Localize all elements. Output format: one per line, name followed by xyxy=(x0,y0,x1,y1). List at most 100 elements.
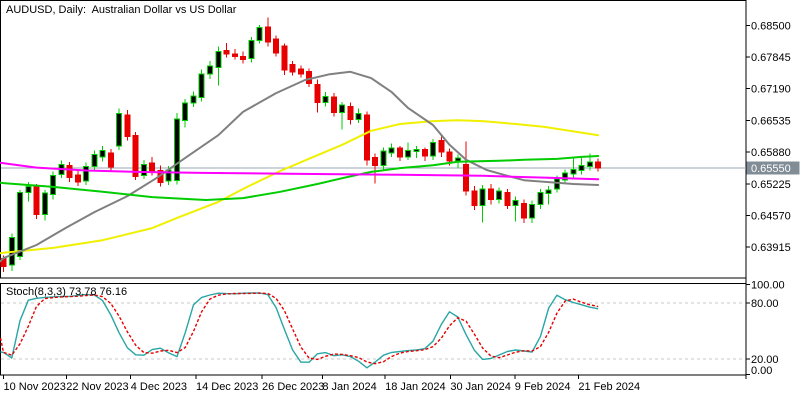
price-axis-label: 0.64570 xyxy=(751,211,791,223)
stoch-panel[interactable] xyxy=(0,283,747,376)
date-axis-label: 8 Jan 2024 xyxy=(322,381,376,393)
candle-bullish xyxy=(430,141,437,157)
chart-title: AUDUSD, Daily: Australian Dollar vs US D… xyxy=(6,4,237,16)
date-axis-label: 9 Feb 2024 xyxy=(515,381,571,393)
candle-bullish xyxy=(537,191,544,205)
candle-bullish xyxy=(529,203,536,219)
date-axis-label: 30 Jan 2024 xyxy=(450,381,511,393)
candle-bullish xyxy=(17,191,24,258)
candle-bearish xyxy=(264,26,271,43)
candle-bearish xyxy=(438,139,445,153)
candle-bullish xyxy=(215,50,222,68)
candle-bearish xyxy=(124,114,131,138)
candle-bearish xyxy=(281,45,288,71)
candle-bullish xyxy=(99,150,106,158)
stoch-indicator-label: Stoch(8,3,3) 73.78 76.16 xyxy=(6,286,127,298)
candle-bullish xyxy=(248,39,255,60)
candle-bearish xyxy=(471,190,478,206)
candle-bearish xyxy=(297,68,304,75)
candle-bullish xyxy=(198,73,205,98)
price-axis-label: 0.68500 xyxy=(751,20,791,32)
candle-bullish xyxy=(116,112,123,147)
candle-bullish xyxy=(479,188,486,206)
candle-bearish xyxy=(273,38,280,54)
candle-bearish xyxy=(463,164,470,192)
candle-bullish xyxy=(322,95,329,104)
candle-bullish xyxy=(91,154,98,168)
candle-bearish xyxy=(330,96,337,113)
candle-bearish xyxy=(446,151,453,162)
stoch-axis-label: 100.00 xyxy=(751,279,785,291)
candle-bullish xyxy=(380,150,387,167)
stoch-d-line xyxy=(0,292,599,365)
candle-bearish xyxy=(132,135,139,177)
candle-bearish xyxy=(231,53,238,57)
candle-bearish xyxy=(74,174,81,183)
candle-bullish xyxy=(413,149,420,153)
candle-bearish xyxy=(66,165,73,178)
date-axis-label: 18 Jan 2024 xyxy=(385,381,446,393)
date-axis-label: 21 Feb 2024 xyxy=(578,381,640,393)
date-axis-label: 14 Dec 2023 xyxy=(196,381,258,393)
candle-bullish xyxy=(405,150,412,158)
candle-bearish xyxy=(223,49,230,55)
candle-bullish xyxy=(578,165,585,171)
candle-bearish xyxy=(33,185,40,216)
candle-bullish xyxy=(256,27,263,41)
candle-bullish xyxy=(25,185,32,193)
candle-bearish xyxy=(306,70,313,84)
stoch-axis-label: 0.00 xyxy=(751,365,772,377)
candle-bearish xyxy=(240,55,247,61)
candle-bullish xyxy=(454,157,461,162)
date-axis-label: 26 Dec 2023 xyxy=(262,381,324,393)
candle-bullish xyxy=(50,174,57,196)
ma-gray-line xyxy=(0,70,600,263)
date-axis-label: 4 Dec 2023 xyxy=(131,381,187,393)
candle-bullish xyxy=(207,65,213,75)
ma-yellow-line xyxy=(0,119,600,255)
candle-bullish xyxy=(570,169,577,175)
candle-bullish xyxy=(41,192,48,216)
candle-bearish xyxy=(363,114,370,161)
price-axis-label: 0.66535 xyxy=(751,115,791,127)
candle-bullish xyxy=(562,172,569,181)
price-axis-label: 0.63915 xyxy=(751,242,791,254)
stoch-axis-label: 20.00 xyxy=(751,354,779,366)
candle-bearish xyxy=(289,64,296,73)
candle-bullish xyxy=(512,199,519,206)
candle-bearish xyxy=(149,162,156,172)
candle-bullish xyxy=(182,102,189,122)
candle-bullish xyxy=(173,118,180,182)
ma-magenta-line xyxy=(0,161,600,181)
candle-bearish xyxy=(314,83,321,104)
candle-bearish xyxy=(504,191,511,206)
candle-bullish xyxy=(545,189,552,195)
current-price-badge-label: 0.65550 xyxy=(751,163,791,175)
candle-bearish xyxy=(347,106,354,121)
candle-bearish xyxy=(372,156,379,167)
candle-bullish xyxy=(586,161,593,168)
candle-bullish xyxy=(140,164,147,176)
date-axis-label: 22 Nov 2023 xyxy=(66,381,128,393)
candle-bullish xyxy=(83,166,90,182)
candle-bullish xyxy=(339,104,346,113)
candle-bullish xyxy=(355,112,362,121)
price-axis-label: 0.65880 xyxy=(751,147,791,159)
price-axis-label: 0.67190 xyxy=(751,84,791,96)
candle-bullish xyxy=(496,190,503,201)
candle-bearish xyxy=(421,149,428,157)
candle-bearish xyxy=(396,147,403,158)
stoch-axis-label: 80.00 xyxy=(751,298,779,310)
price-chart-panel[interactable] xyxy=(0,0,747,279)
ma-green-line xyxy=(0,155,600,201)
candle-bearish xyxy=(595,161,602,169)
date-axis-label: 10 Nov 2023 xyxy=(4,381,66,393)
price-axis-label: 0.65225 xyxy=(751,179,791,191)
candle-bearish xyxy=(520,202,527,219)
candle-bearish xyxy=(107,152,114,168)
candle-bullish xyxy=(190,95,197,104)
current-price-badge xyxy=(746,161,800,175)
candle-bullish xyxy=(553,178,560,190)
